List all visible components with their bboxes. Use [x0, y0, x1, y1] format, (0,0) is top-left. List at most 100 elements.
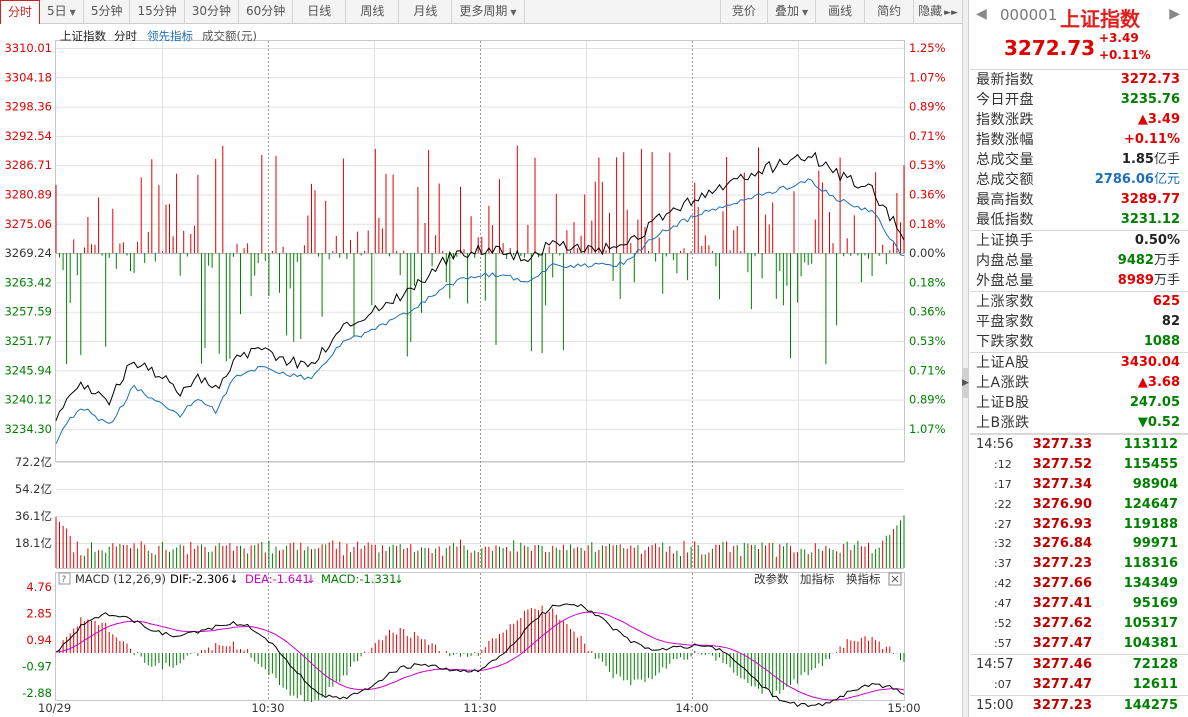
help-icon[interactable]: ? [62, 575, 67, 585]
chevron-down-icon: ▼ [510, 8, 517, 17]
tick-time: :27 [994, 517, 1012, 531]
tick-row: :22 3276.90 124647 [970, 495, 1188, 515]
price-axis: 3310.01 3304.18 3298.36 3292.54 3286.71 3280.… [4, 41, 52, 436]
tick-volume: 115455 [1123, 456, 1178, 472]
change-percent: +0.11% [1099, 48, 1151, 62]
price-tick-label: 3275.06 [4, 217, 52, 231]
tab-30min[interactable]: 30分钟 [185, 0, 240, 23]
close-icon[interactable] [891, 575, 899, 583]
tick-time: :52 [994, 617, 1012, 631]
tick-time: :07 [994, 677, 1012, 691]
add-indicator-button[interactable]: 加指标 [800, 572, 835, 586]
tick-volume: 72128 [1132, 656, 1178, 672]
stat-row: 最高指数 3289.77 [970, 190, 1188, 210]
tick-price: 3277.66 [1032, 576, 1092, 592]
tick-time: 15:00 [976, 697, 1014, 713]
stat-label: 总成交量 [976, 152, 1034, 168]
stat-value: 625 [1152, 294, 1180, 309]
macd-title: MACD (12,26,9) [75, 572, 166, 586]
stat-row: 下跌家数 1088 [970, 332, 1188, 352]
stat-value: 3430.04 [1120, 355, 1180, 370]
tab-label: 竞价 [731, 4, 756, 18]
tick-row: :37 3277.23 118316 [970, 554, 1188, 574]
last-price: 3272.73 [1004, 36, 1096, 60]
volume-tick-label: 18.1亿 [15, 536, 52, 550]
tick-row: :12 3277.52 115455 [970, 455, 1188, 475]
tick-row: :27 3276.93 119188 [970, 515, 1188, 535]
intraday-chart[interactable]: 上证指数 分时 领先指标 成交额(元) 3310.01 3304.18 3298.3… [0, 24, 962, 717]
tick-volume: 95169 [1132, 596, 1178, 612]
volume-tick-label: 54.2亿 [15, 482, 52, 496]
tab-monthly[interactable]: 月线 [399, 0, 453, 23]
price-tick-label: 3263.42 [4, 275, 52, 289]
tab-5min[interactable]: 5分钟 [84, 0, 131, 23]
tab-daily[interactable]: 日线 [293, 0, 347, 23]
stock-code: 000001 [1000, 6, 1058, 24]
tab-5day[interactable]: 5日 ▼ [40, 0, 84, 23]
chart-area[interactable]: 上证指数 分时 领先指标 成交额(元) 3310.01 3304.18 3298.3… [0, 24, 962, 717]
tick-list: 14:56 3277.33 113112:12 3277.52 115455:17 327… [970, 434, 1188, 717]
chevron-down-icon: ▼ [69, 8, 76, 17]
next-stock-icon[interactable]: ▶ [1169, 6, 1180, 22]
tick-price: 3277.33 [1032, 437, 1092, 452]
tick-time: :57 [994, 636, 1012, 650]
tab-label: 隐藏 [918, 4, 943, 18]
tick-row: :32 3276.84 99971 [970, 534, 1188, 554]
prev-stock-icon[interactable]: ◀ [976, 6, 987, 22]
tick-group: 14:57 3277.46 72128:07 3277.47 12611 [970, 655, 1188, 696]
stat-label: 总成交额 [976, 172, 1034, 188]
stat-label: 最高指数 [976, 192, 1034, 208]
stat-value: 8989万手 [1117, 273, 1180, 288]
quote-header: ◀ 000001 上证指数 ▶ 3272.73 +3.49 +0.11% [970, 0, 1188, 70]
stat-row: 总成交额 2786.06亿元 [970, 170, 1188, 190]
tab-label: 月线 [413, 4, 438, 18]
tab-label: 画线 [828, 4, 853, 18]
switch-indicator-button[interactable]: 换指标 [846, 572, 881, 586]
tick-time: :17 [994, 477, 1012, 491]
tab-timeshare[interactable]: 分时 [0, 0, 41, 24]
legend-index: 上证指数 [60, 29, 106, 43]
macd-macd-value: MACD:-1.331 [321, 572, 396, 586]
tab-label: 5分钟 [90, 4, 123, 18]
period-toolbar: 分时 5日 ▼ 5分钟 15分钟 30分钟 60分钟 日线 周线 月线 更多周期 ▼… [0, 0, 962, 24]
simple-button[interactable]: 简约 [865, 0, 915, 23]
macd-tick-label: 4.76 [26, 580, 52, 594]
tick-row: :07 3277.47 12611 [970, 675, 1188, 695]
percent-tick-label: 0.89% [909, 100, 946, 114]
legend-leading[interactable]: 领先指标 [147, 29, 193, 43]
toolbar-spacer [525, 0, 721, 23]
help-icon-box[interactable] [58, 572, 71, 585]
price-tick-label: 3240.12 [4, 393, 52, 407]
price-tick-label: 3286.71 [4, 158, 52, 172]
tick-time: 14:57 [976, 656, 1014, 672]
tick-price: 3277.23 [1032, 556, 1092, 572]
tick-row: 14:57 3277.46 72128 [970, 655, 1188, 675]
auction-button[interactable]: 竞价 [721, 0, 768, 23]
tab-more-periods[interactable]: 更多周期 ▼ [452, 0, 525, 23]
tab-weekly[interactable]: 周线 [346, 0, 400, 23]
percent-tick-label: 0.36% [909, 188, 946, 202]
tick-price: 3276.90 [1032, 496, 1092, 512]
percent-tick-label: 0.71% [909, 363, 946, 377]
stat-unit: 万手 [1153, 253, 1180, 268]
tick-group: 14:56 3277.33 113112:12 3277.52 115455:17 327… [970, 435, 1188, 655]
stat-label: 今日开盘 [976, 92, 1034, 108]
stat-value: ▲3.68 [1137, 375, 1180, 390]
tab-60min[interactable]: 60分钟 [239, 0, 294, 23]
tab-15min[interactable]: 15分钟 [130, 0, 185, 23]
panel-divider[interactable] [962, 0, 969, 717]
stat-row: 上涨家数 625 [970, 292, 1188, 312]
collapse-handle[interactable]: ▶ [962, 368, 969, 398]
legend-amount: 成交额(元) [202, 29, 257, 43]
hide-button[interactable]: 隐藏 ►► [914, 0, 962, 23]
change-params-button[interactable]: 改参数 [754, 572, 789, 586]
tab-label: 60分钟 [246, 4, 286, 18]
chevron-down-icon: ▼ [801, 8, 809, 17]
draw-line-button[interactable]: 画线 [816, 0, 866, 23]
change-value: +3.49 [1099, 31, 1139, 45]
price-tick-label: 3304.18 [4, 70, 52, 84]
overlay-button[interactable]: 叠加 ▼ [768, 0, 817, 23]
tick-price: 3277.52 [1032, 456, 1092, 472]
stat-value: 2786.06亿元 [1094, 172, 1180, 187]
percent-tick-label: 1.07% [909, 422, 946, 436]
